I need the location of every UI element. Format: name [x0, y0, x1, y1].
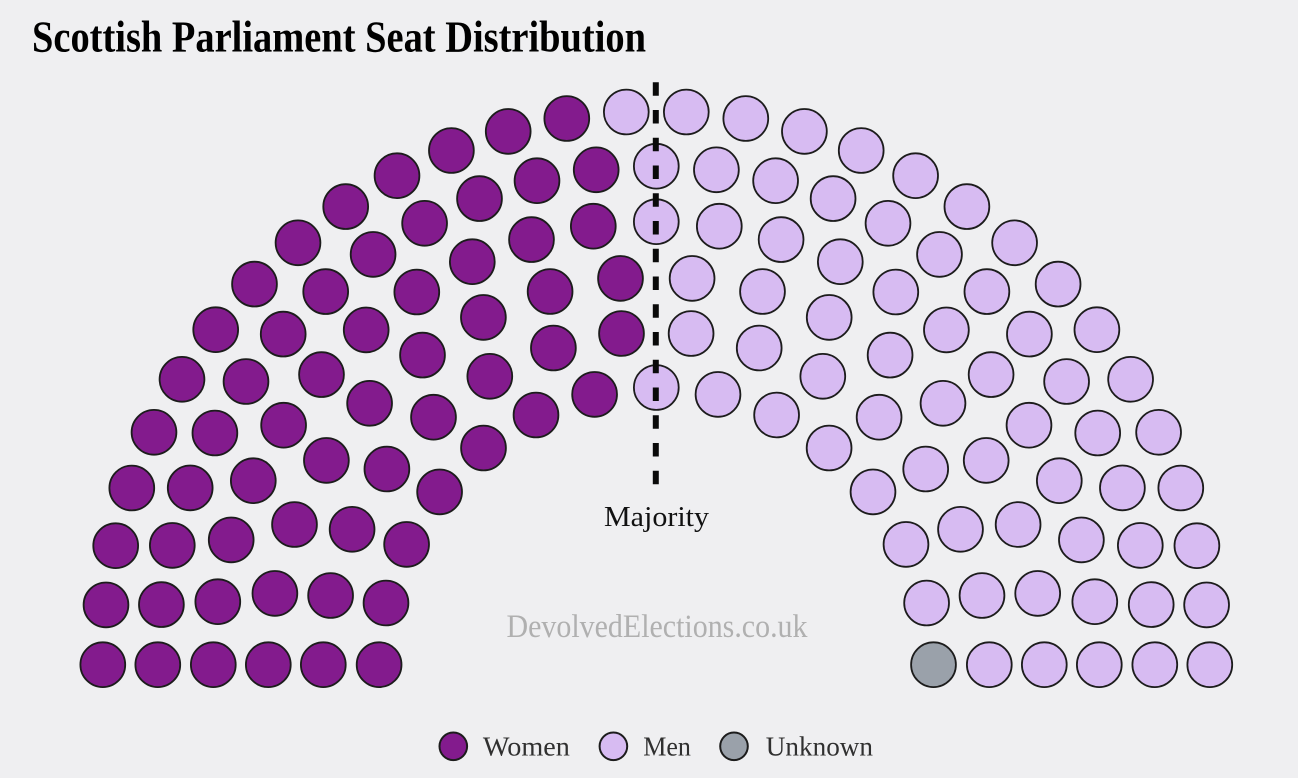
svg-text:Unknown: Unknown	[766, 732, 874, 762]
svg-text:Men: Men	[643, 732, 691, 762]
svg-text:Scottish Parliament Seat Distr: Scottish Parliament Seat Distribution	[32, 13, 646, 62]
svg-text:Women: Women	[483, 732, 571, 762]
svg-text:DevolvedElections.co.uk: DevolvedElections.co.uk	[507, 609, 808, 645]
svg-text:Majority: Majority	[604, 501, 710, 533]
